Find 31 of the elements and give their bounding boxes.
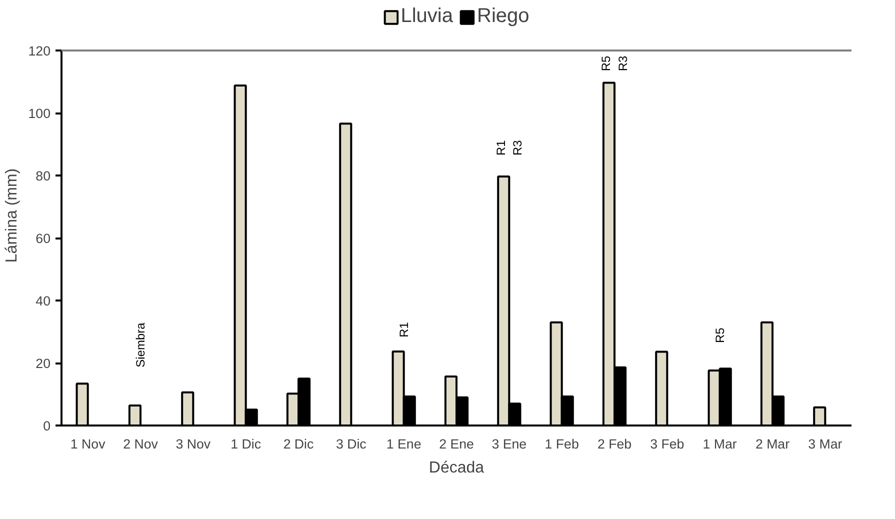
y-tick-label: 20 bbox=[36, 356, 51, 371]
x-tick-label: 3 Feb bbox=[650, 436, 684, 452]
x-tick-label: 3 Mar bbox=[808, 436, 843, 452]
x-tick-label: 2 Nov bbox=[123, 436, 158, 452]
x-tick-label: 1 Nov bbox=[70, 436, 106, 452]
annotation: R5 R3 bbox=[599, 55, 630, 72]
y-tick-label: 40 bbox=[36, 294, 51, 308]
x-tick-label: 3 Nov bbox=[176, 436, 211, 452]
legend-label: Lluvia bbox=[400, 5, 453, 28]
y-tick-label: 80 bbox=[36, 168, 51, 184]
annotation: Siembra bbox=[134, 322, 148, 368]
x-tick-label: 3 Dic bbox=[336, 436, 367, 452]
y-tick-label: 0 bbox=[43, 418, 51, 434]
x-tick-label: 2 Feb bbox=[597, 436, 632, 452]
x-axis-title: Década bbox=[428, 460, 484, 476]
y-tick-label: 100 bbox=[28, 106, 51, 121]
annotation: R5 bbox=[712, 327, 727, 343]
x-tick-label: 1 Ene bbox=[386, 436, 422, 452]
x-tick-label: 2 Mar bbox=[755, 436, 790, 452]
annotation: R1 bbox=[396, 322, 411, 338]
x-tick-label: 2 Ene bbox=[439, 436, 474, 452]
annotation: R1 R3 bbox=[494, 140, 525, 156]
x-tick-label: 1 Dic bbox=[230, 436, 262, 452]
x-tick-label: 1 Mar bbox=[702, 436, 738, 452]
x-tick-label: 3 Ene bbox=[492, 436, 527, 452]
x-tick-label: 2 Dic bbox=[283, 436, 314, 452]
legend-label: Riego bbox=[477, 5, 530, 28]
y-axis-title: Lámina (mm) bbox=[3, 168, 20, 263]
y-tick-label: 120 bbox=[28, 44, 51, 58]
x-tick-label: 1 Feb bbox=[544, 436, 579, 452]
y-tick-label: 60 bbox=[36, 231, 51, 246]
